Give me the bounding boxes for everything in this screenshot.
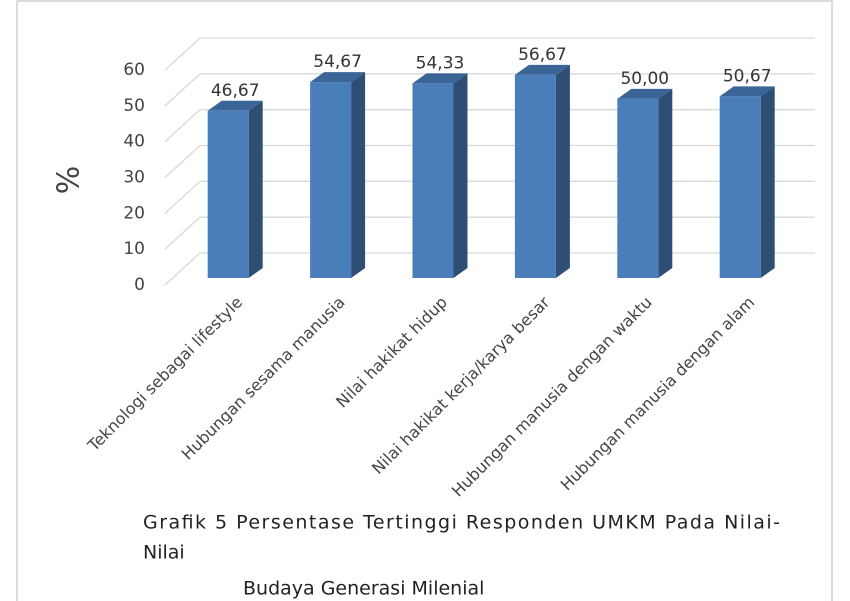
y-tick-label: 10 — [123, 239, 145, 259]
grid-line — [164, 180, 201, 214]
bar-side — [248, 100, 263, 278]
y-tick-label: 40 — [123, 132, 145, 152]
bar — [719, 96, 761, 279]
bar-top — [514, 64, 570, 75]
bar-side — [351, 72, 366, 278]
bar-side — [760, 86, 775, 279]
bar — [617, 98, 659, 278]
caption-line: Nilai — [143, 542, 185, 564]
x-tick-label: Nilai hakikat hidup — [332, 293, 451, 412]
data-label: 46,67 — [211, 81, 260, 101]
grid-line — [164, 37, 201, 71]
data-label: 54,67 — [313, 52, 362, 72]
data-label: 54,33 — [416, 53, 465, 73]
bar — [310, 82, 352, 278]
grid-line — [164, 252, 201, 286]
bar-top — [412, 73, 468, 84]
bar — [207, 110, 249, 278]
y-axis-label: % — [52, 166, 87, 195]
grid-line — [164, 109, 201, 143]
x-tick-label: Nilai hakikat kerja/karya besar — [368, 292, 554, 478]
y-tick-label: 60 — [123, 60, 145, 80]
data-label: 50,00 — [620, 69, 669, 89]
bar-side — [658, 88, 673, 278]
bar-side — [453, 73, 468, 278]
y-tick-label: 20 — [123, 203, 145, 223]
bar-top — [719, 86, 775, 97]
bar-top — [207, 100, 263, 111]
data-label: 50,67 — [723, 66, 772, 86]
bar-top — [310, 72, 366, 83]
x-tick-label: Hubungan manusia dengan alam — [557, 293, 759, 495]
data-label: 56,67 — [518, 45, 567, 65]
grid-line — [164, 145, 201, 178]
grid-line — [164, 73, 201, 107]
y-tick-label: 30 — [123, 168, 145, 188]
caption-line: Budaya Generasi Milenial — [243, 578, 484, 600]
bar-side — [555, 64, 570, 279]
x-tick-label: Hubungan manusia dengan waktu — [448, 293, 656, 501]
y-tick-label: 50 — [123, 96, 145, 116]
grid-line — [164, 216, 201, 250]
bar — [412, 83, 454, 278]
chart-border — [16, 0, 833, 601]
bar — [514, 74, 556, 279]
x-tick-label: Hubungan sesama manusia — [178, 293, 349, 464]
caption-line: Grafik 5 Persentase Tertinggi Responden … — [143, 512, 780, 534]
bar-top — [617, 88, 673, 99]
y-tick-label: 0 — [134, 275, 145, 295]
